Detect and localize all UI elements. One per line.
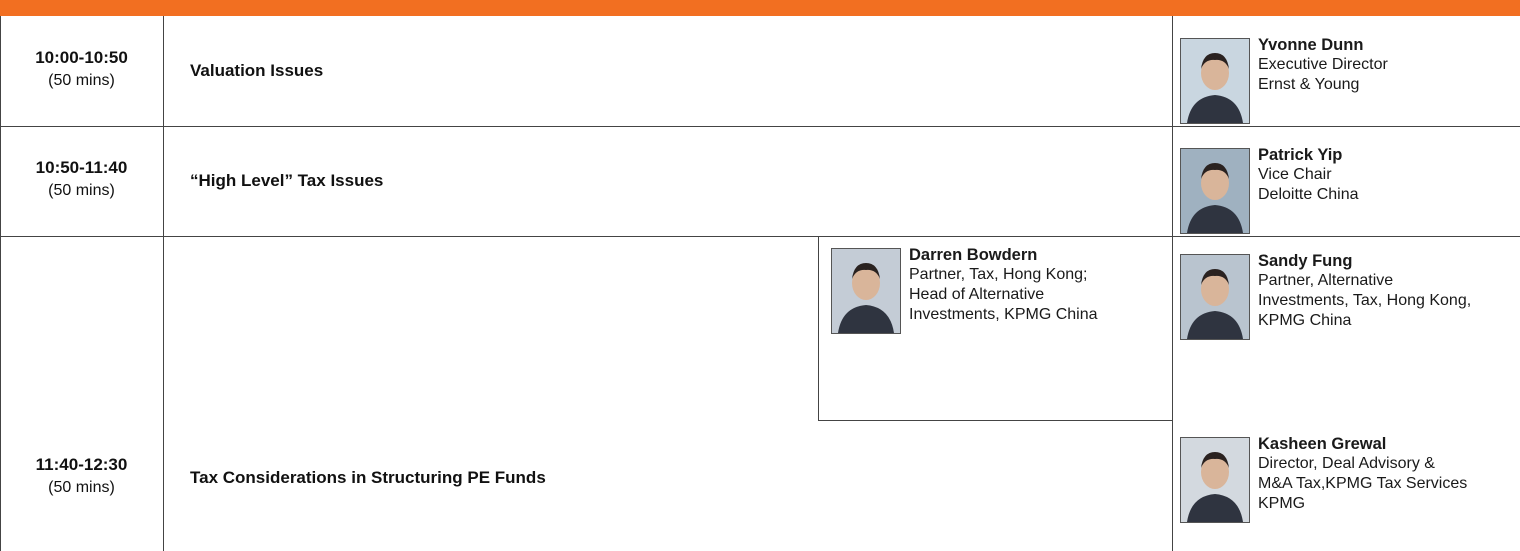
time: 10:00-10:50: [35, 48, 128, 67]
speaker-detail: Investments, KPMG China: [909, 306, 1098, 323]
speaker-detail: Partner, Alternative: [1258, 272, 1394, 289]
time: 10:50-11:40: [35, 158, 128, 177]
speaker-detail: Vice Chair: [1258, 166, 1332, 183]
speaker-detail: Partner, Tax, Hong Kong;: [909, 266, 1088, 283]
duration: (50 mins): [48, 479, 115, 496]
header-bar: [0, 0, 1520, 16]
portrait: [838, 263, 894, 333]
border: [818, 236, 819, 420]
border: [163, 16, 164, 551]
speaker-name: Kasheen Grewal: [1258, 435, 1387, 453]
speaker-detail: Investments, Tax, Hong Kong,: [1258, 292, 1472, 309]
speaker-name: Yvonne Dunn: [1258, 36, 1364, 54]
speaker-name: Darren Bowdern: [909, 246, 1038, 264]
speaker-detail: Deloitte China: [1258, 186, 1359, 203]
speaker-name: Patrick Yip: [1258, 146, 1343, 164]
topic: “High Level” Tax Issues: [190, 171, 384, 190]
border: [0, 16, 1, 551]
portrait: [1187, 53, 1243, 123]
border: [818, 420, 1172, 421]
duration: (50 mins): [48, 72, 115, 89]
portrait: [1187, 163, 1243, 233]
speaker-detail: Director, Deal Advisory &: [1258, 455, 1435, 472]
speaker-detail: M&A Tax,KPMG Tax Services: [1258, 475, 1468, 492]
border: [0, 126, 1520, 127]
speaker-photo: [831, 248, 901, 334]
time: 11:40-12:30: [35, 455, 128, 474]
speaker-detail: KPMG: [1258, 495, 1306, 512]
speaker-photo: [1180, 38, 1250, 124]
speaker: Yvonne Dunn Executive Director Ernst & You…: [1258, 35, 1388, 95]
speaker-detail: Executive Director: [1258, 56, 1388, 73]
speaker-detail: KPMG China: [1258, 312, 1352, 329]
border: [0, 236, 1520, 237]
speaker-detail: Ernst & Young: [1258, 76, 1360, 93]
speaker-photo: [1180, 437, 1250, 523]
portrait: [1187, 452, 1243, 522]
speaker: Kasheen Grewal Director, Deal Advisory & M…: [1258, 434, 1467, 514]
duration: (50 mins): [48, 182, 115, 199]
topic: Valuation Issues: [190, 61, 324, 80]
border: [1172, 16, 1173, 551]
speaker-photo: [1180, 254, 1250, 340]
speaker-name: Sandy Fung: [1258, 252, 1353, 270]
speaker: Darren Bowdern Partner, Tax, Hong Kong; He…: [909, 245, 1098, 325]
portrait: [1187, 269, 1243, 339]
speaker-detail: Head of Alternative: [909, 286, 1045, 303]
speaker: Patrick Yip Vice Chair Deloitte China: [1258, 145, 1359, 205]
topic: Tax Considerations in Structuring PE Fun…: [190, 468, 546, 487]
speaker: Sandy Fung Partner, Alternative Investment…: [1258, 251, 1471, 331]
speaker-photo: [1180, 148, 1250, 234]
